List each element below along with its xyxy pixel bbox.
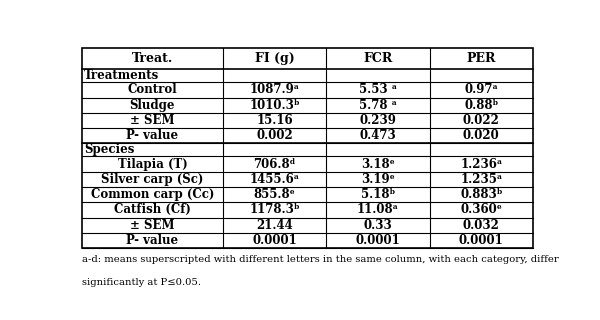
Text: significantly at P≤0.05.: significantly at P≤0.05.	[82, 278, 201, 287]
Text: 21.44: 21.44	[256, 219, 293, 232]
Text: 1.235ᵃ: 1.235ᵃ	[460, 173, 503, 186]
Text: 1178.3ᵇ: 1178.3ᵇ	[249, 204, 300, 216]
Text: FCR: FCR	[364, 52, 392, 65]
Text: 855.8ᵉ: 855.8ᵉ	[254, 188, 296, 201]
Text: Common carp (Cc): Common carp (Cc)	[91, 188, 214, 201]
Text: ± SEM: ± SEM	[130, 219, 175, 232]
Text: 0.0001: 0.0001	[356, 234, 400, 247]
Text: Silver carp (Sc): Silver carp (Sc)	[101, 173, 203, 186]
Text: 1.236ᵃ: 1.236ᵃ	[460, 157, 503, 171]
Text: 11.08ᵃ: 11.08ᵃ	[357, 204, 399, 216]
Text: 3.18ᵉ: 3.18ᵉ	[361, 157, 395, 171]
Text: Treatments: Treatments	[84, 69, 159, 82]
Text: 3.19ᵉ: 3.19ᵉ	[361, 173, 395, 186]
Text: 0.022: 0.022	[463, 114, 500, 127]
Text: Tilapia (T): Tilapia (T)	[118, 157, 187, 171]
Text: 15.16: 15.16	[256, 114, 293, 127]
Text: 0.239: 0.239	[359, 114, 397, 127]
Text: Treat.: Treat.	[132, 52, 173, 65]
Text: 0.020: 0.020	[463, 129, 500, 142]
Text: ± SEM: ± SEM	[130, 114, 175, 127]
Text: Catfish (Cf): Catfish (Cf)	[114, 204, 191, 216]
Text: 0.002: 0.002	[256, 129, 293, 142]
Text: PER: PER	[467, 52, 496, 65]
Text: 0.33: 0.33	[364, 219, 392, 232]
Text: Sludge: Sludge	[130, 99, 175, 112]
Text: 1455.6ᵃ: 1455.6ᵃ	[250, 173, 300, 186]
Text: 5.18ᵇ: 5.18ᵇ	[361, 188, 395, 201]
Text: 0.473: 0.473	[359, 129, 397, 142]
Text: Species: Species	[84, 143, 134, 156]
Text: P- value: P- value	[127, 129, 179, 142]
Text: 0.032: 0.032	[463, 219, 500, 232]
Text: 0.88ᵇ: 0.88ᵇ	[464, 99, 499, 112]
Text: a-d: means superscripted with different letters in the same column, with each ca: a-d: means superscripted with different …	[82, 255, 559, 264]
Text: 0.360ᵉ: 0.360ᵉ	[460, 204, 502, 216]
Text: Control: Control	[128, 84, 177, 96]
Text: 706.8ᵈ: 706.8ᵈ	[253, 157, 296, 171]
Text: 0.97ᵃ: 0.97ᵃ	[464, 84, 499, 96]
Text: 5.78 ᵃ: 5.78 ᵃ	[359, 99, 397, 112]
Text: FI (g): FI (g)	[255, 52, 295, 65]
Text: 5.53 ᵃ: 5.53 ᵃ	[359, 84, 397, 96]
Text: 0.883ᵇ: 0.883ᵇ	[460, 188, 503, 201]
Text: 1010.3ᵇ: 1010.3ᵇ	[249, 99, 300, 112]
Text: 0.0001: 0.0001	[252, 234, 297, 247]
Text: P- value: P- value	[127, 234, 179, 247]
Bar	[82, 48, 533, 248]
Text: 0.0001: 0.0001	[459, 234, 504, 247]
Text: 1087.9ᵃ: 1087.9ᵃ	[250, 84, 300, 96]
